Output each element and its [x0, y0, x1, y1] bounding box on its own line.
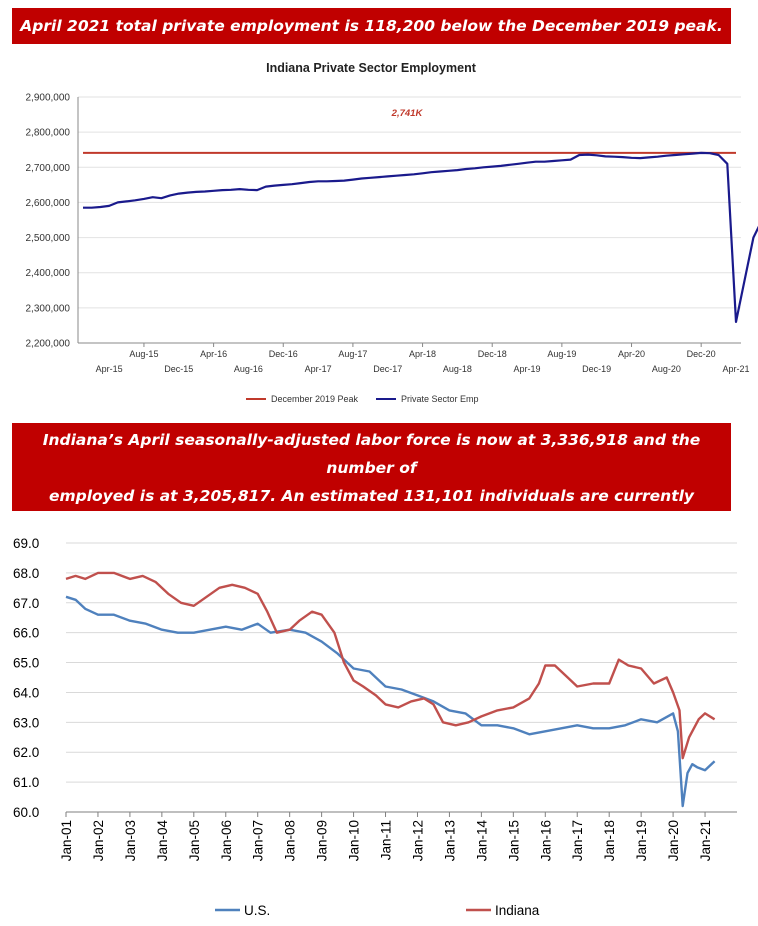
chart2-gridlines [66, 542, 737, 813]
chart2-x-tick-label: Jan-07 [251, 820, 266, 861]
chart2-y-axis: 60.0 61.0 62.0 63.0 64.0 65.0 66.0 67.0 68.0 69.0 [13, 536, 39, 820]
middle-banner-line-1: Indiana’s April seasonally-adjusted labo… [42, 431, 701, 477]
us-line [65, 595, 716, 808]
chart1-x-tick-label: Apr-21 [722, 364, 749, 374]
chart2-x-tick-label: Jan-04 [155, 820, 170, 862]
chart1-x-tick-label: Dec-19 [582, 364, 611, 374]
chart2-x-tick-label: Jan-15 [506, 820, 521, 861]
chart2-x-axis: Jan-01 Jan-02 Jan-03 Jan-04 Jan-05 Jan-06 Jan-… [59, 812, 713, 861]
chart1-y-tick-label: 2,700,000 [26, 163, 71, 174]
middle-banner-line-2: employed is at 3,205,817. An estimated 1… [48, 487, 695, 533]
chart1-x-tick-label: Aug-19 [547, 349, 576, 359]
legend-label-peak: December 2019 Peak [271, 394, 359, 404]
chart1-x-tick-label: Dec-18 [478, 349, 507, 359]
top-banner: April 2021 total private employment is 1… [12, 8, 731, 44]
middle-banner: Indiana’s April seasonally-adjusted labo… [12, 423, 731, 561]
chart2-x-tick-label: Jan-18 [602, 820, 617, 861]
chart1-x-tick-label: Aug-18 [443, 364, 472, 374]
participation-rate-chart: 60.0 61.0 62.0 63.0 64.0 65.0 66.0 67.0 68.0 69.0… [13, 536, 737, 918]
chart1-x-tick-label: Apr-15 [96, 364, 123, 374]
legend-label-us: U.S. [244, 903, 270, 918]
chart1-x-tick-label: Aug-16 [234, 364, 263, 374]
chart2-y-tick-label: 65.0 [13, 656, 39, 671]
chart1-y-tick-label: 2,900,000 [26, 93, 71, 104]
chart2-x-tick-label: Jan-21 [698, 820, 713, 861]
chart2-x-tick-label: Jan-11 [379, 820, 394, 860]
chart2-x-tick-label: Jan-09 [315, 820, 330, 861]
chart2-x-tick-label: Jan-14 [474, 820, 489, 862]
chart1-x-tick-label: Aug-20 [652, 364, 681, 374]
chart2-y-tick-label: 61.0 [13, 775, 39, 790]
chart1-y-tick-label: 2,300,000 [26, 303, 71, 314]
chart2-x-tick-label: Jan-06 [219, 820, 234, 861]
chart2-legend: U.S. Indiana [215, 903, 540, 918]
chart1-y-tick-label: 2,400,000 [26, 268, 71, 279]
chart2-x-tick-label: Jan-19 [634, 820, 649, 861]
chart2-y-tick-label: 63.0 [13, 715, 39, 730]
chart2-y-tick-label: 60.0 [13, 805, 39, 820]
chart1-x-tick-label: Apr-16 [200, 349, 227, 359]
chart1-series [83, 151, 758, 323]
chart2-y-tick-label: 66.0 [13, 626, 39, 641]
chart2-series [65, 571, 716, 808]
private-employment-chart: Indiana Private Sector Employment 2,741K… [26, 61, 758, 404]
chart1-y-tick-label: 2,500,000 [26, 233, 71, 244]
chart1-x-tick-label: Apr-18 [409, 349, 436, 359]
chart1-y-tick-label: 2,600,000 [26, 198, 71, 209]
chart2-y-tick-label: 69.0 [13, 536, 39, 551]
chart2-x-tick-label: Jan-10 [347, 820, 362, 861]
chart1-x-tick-label: Aug-17 [338, 349, 367, 359]
chart2-x-tick-label: Jan-08 [283, 820, 298, 861]
private-employment-line [83, 151, 758, 323]
chart2-x-tick-label: Jan-05 [187, 820, 202, 861]
legend-label-private: Private Sector Emp [401, 394, 479, 404]
chart1-title: Indiana Private Sector Employment [266, 61, 477, 75]
chart1-x-tick-label: Aug-15 [129, 349, 158, 359]
chart1-x-tick-label: Dec-20 [687, 349, 716, 359]
chart1-y-tick-label: 2,200,000 [26, 339, 71, 350]
chart2-y-tick-label: 62.0 [13, 745, 39, 760]
chart2-x-tick-label: Jan-17 [570, 820, 585, 861]
chart1-x-tick-label: Dec-16 [269, 349, 298, 359]
chart2-y-tick-label: 64.0 [13, 685, 39, 700]
chart2-y-tick-label: 68.0 [13, 566, 39, 581]
chart1-x-tick-label: Dec-17 [373, 364, 402, 374]
chart1-gridlines [77, 96, 741, 344]
legend-label-indiana: Indiana [495, 903, 540, 918]
chart2-x-tick-label: Jan-01 [59, 820, 74, 861]
middle-banner-line-3: and seeking employment. [258, 543, 485, 561]
chart1-y-tick-label: 2,800,000 [26, 128, 71, 139]
chart1-x-axis: Aug-15 Apr-16 Dec-16 Aug-17 Apr-18 Dec-18 Aug-… [96, 343, 750, 374]
chart1-x-tick-label: Apr-17 [305, 364, 332, 374]
chart2-y-tick-label: 67.0 [13, 596, 39, 611]
chart2-x-tick-label: Jan-03 [123, 820, 138, 861]
chart2-x-tick-label: Jan-16 [538, 820, 553, 861]
chart2-x-tick-label: Jan-02 [91, 820, 106, 861]
chart2-x-tick-label: Jan-12 [410, 820, 425, 861]
indiana-line [65, 571, 716, 760]
chart1-x-tick-label: Apr-19 [514, 364, 541, 374]
chart2-x-tick-label: Jan-20 [666, 820, 681, 861]
chart1-x-tick-label: Apr-20 [618, 349, 645, 359]
chart1-x-tick-label: Dec-15 [164, 364, 193, 374]
peak-annotation: 2,741K [391, 108, 424, 119]
chart2-x-tick-label: Jan-13 [442, 820, 457, 861]
chart1-y-axis: 2,200,000 2,300,000 2,400,000 2,500,000 2,60… [26, 93, 71, 350]
chart1-legend: December 2019 Peak Private Sector Emp [246, 394, 479, 404]
